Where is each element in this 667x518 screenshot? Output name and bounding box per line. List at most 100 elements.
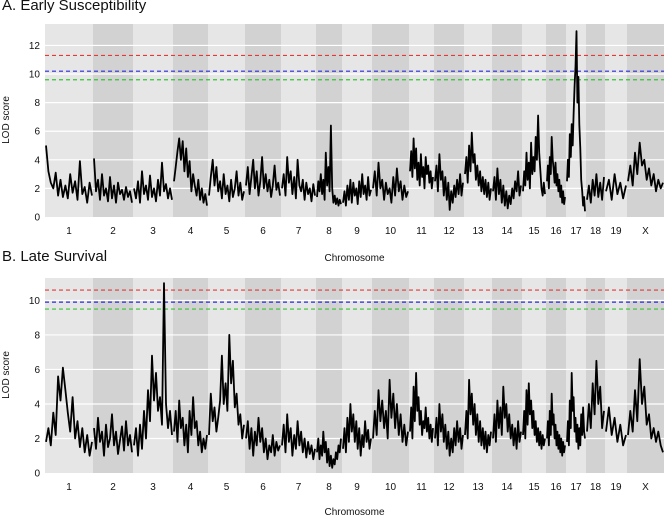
panel-a-x-tick-label: 7 [296,226,302,237]
panel-b-lod-trace-chr-9 [342,403,372,457]
panel-b-chromosome-band [316,278,342,473]
panel-a-x-tick-label: 9 [354,226,360,237]
panel-a-x-tick-label: 8 [326,226,332,237]
panel-b-y-tick-label: 10 [29,296,41,307]
panel-b-x-tick-label: 7 [296,482,302,493]
panel-a-lod-trace-chr-3 [133,161,173,204]
panel-b-y-tick-label: 8 [34,330,40,341]
panel-a-y-axis-label: LOD score [1,96,12,144]
panel-b-x-tick-label: 4 [188,482,194,493]
panel-b-x-tick-label: 16 [550,482,562,493]
panel-a-x-tick-label: 10 [385,226,397,237]
panel-b-lod-trace-chr-7 [281,413,316,461]
panel-b-x-tick-label: 11 [416,482,427,493]
panel-b-lod-trace-chr-5 [208,334,245,440]
panel-a-y-tick-label: 4 [34,155,40,166]
panel-b-x-tick-label: 8 [326,482,332,493]
panel-a-lod-trace-chr-8 [316,124,342,207]
panel-a-lod-trace-chr-9 [342,173,372,207]
panel-b-lod-trace-chr-12 [434,403,464,457]
panel-a-x-tick-label: 12 [443,226,455,237]
panel-b-chromosome-band [409,278,434,473]
panel-b-lod-trace-chr-X [627,358,664,453]
panel-a-lod-trace-chr-18 [586,173,605,204]
panel-a-lod-trace-chr-19 [605,173,627,201]
panel-b-x-tick-label: 10 [385,482,397,493]
panel-a-y-tick-label: 0 [34,213,40,224]
panel-a-lod-trace-chr-13 [464,131,492,201]
panel-b-y-axis-label: LOD score [1,351,12,399]
panel-b-x-tick-label: X [642,482,649,493]
panel-b-chromosome-band [372,278,409,473]
panel-b-x-tick-label: 15 [528,482,540,493]
panel-a-x-axis-label: Chromosome [324,253,384,264]
panel-b-x-tick-label: 12 [443,482,455,493]
panel-a-x-tick-label: 13 [472,226,484,237]
panel-a-lod-trace-chr-16 [546,136,566,205]
panel-a-chromosome-band [409,24,434,217]
panel-a-title: A. Early Susceptibility [2,0,147,14]
panel-b-lod-trace-chr-19 [605,406,627,447]
panel-a-x-tick-label: 18 [590,226,602,237]
panel-a-lod-trace-chr-2 [93,158,133,204]
panel-b-x-tick-label: 18 [590,482,602,493]
panel-a-y-tick-label: 8 [34,98,40,109]
panel-a-lod-trace-chr-6 [245,156,281,198]
panel-b-x-tick-label: 6 [260,482,266,493]
panel-b-lod-trace-chr-15 [522,382,546,450]
panel-a-lod-trace-chr-5 [208,158,245,203]
panel-a-x-tick-label: 15 [528,226,540,237]
panel-b-title: B. Late Survival [2,248,108,265]
panel-b-lod-trace-chr-1 [45,366,93,457]
panel-a-chromosome-band [93,24,133,217]
panel-b-lod-trace-chr-3 [133,282,173,457]
panel-b-lod-trace-chr-13 [464,378,492,454]
panel-b-x-axis-label: Chromosome [324,507,384,518]
panel-b-y-tick-label: 6 [34,365,40,376]
panel-a-x-tick-label: 6 [260,226,266,237]
panel-b-x-tick-label: 2 [110,482,116,493]
panel-b-x-tick-label: 1 [66,482,72,493]
panel-b-x-tick-label: 9 [354,482,360,493]
panel-a-lod-trace-chr-10 [372,161,409,204]
panel-b-y-tick-label: 4 [34,399,40,410]
panel-b-y-tick-label: 2 [34,434,40,445]
panel-b-y-tick-label: 0 [34,469,40,480]
panel-a-x-tick-label: 3 [150,226,156,237]
panel-b-lod-trace-chr-14 [492,385,522,450]
panel-a-x-tick-label: 17 [570,226,582,237]
panel-a-x-tick-label: 4 [188,226,194,237]
panel-a-lod-trace-chr-15 [522,114,546,197]
panel-a-x-tick-label: 1 [66,226,72,237]
panel-a-lod-trace-chr-4 [173,137,208,206]
panel-a-x-tick-label: 14 [501,226,513,237]
panel-b-lod-trace-chr-8 [316,430,342,469]
panel-b-chromosome-band [627,278,664,473]
panel-a-lod-trace-chr-7 [281,156,316,203]
panel-a-x-tick-label: 11 [416,226,427,237]
panel-a-y-tick-label: 6 [34,127,40,138]
panel-b-lod-trace-chr-18 [586,359,605,432]
panel-a-chromosome-band [586,24,605,217]
panel-a-y-tick-label: 10 [29,70,41,81]
panel-b-x-tick-label: 17 [570,482,582,493]
panel-a-lod-trace-chr-1 [45,145,93,204]
panel-b-lod-trace-chr-6 [245,416,281,461]
panel-b-x-tick-label: 19 [610,482,622,493]
panel-a-x-tick-label: 2 [110,226,116,237]
panel-a-lod-trace-chr-17 [566,30,586,212]
panel-b-x-tick-label: 3 [150,482,156,493]
panel-b-lod-trace-chr-11 [409,372,434,443]
panel-a-x-tick-label: 16 [550,226,562,237]
panel-a-chromosome-band [605,24,627,217]
panel-b-chromosome-band [173,278,208,473]
panel-b-x-tick-label: 5 [224,482,230,493]
panel-b-x-tick-label: 13 [472,482,484,493]
panel-b-lod-trace-chr-16 [546,392,566,457]
panel-a-x-tick-label: 19 [610,226,622,237]
panel-a-y-tick-label: 12 [29,41,41,52]
panel-b-lod-trace-chr-10 [372,378,409,447]
panel-b-lod-trace-chr-2 [93,413,133,457]
panel-b-x-tick-label: 14 [501,482,513,493]
